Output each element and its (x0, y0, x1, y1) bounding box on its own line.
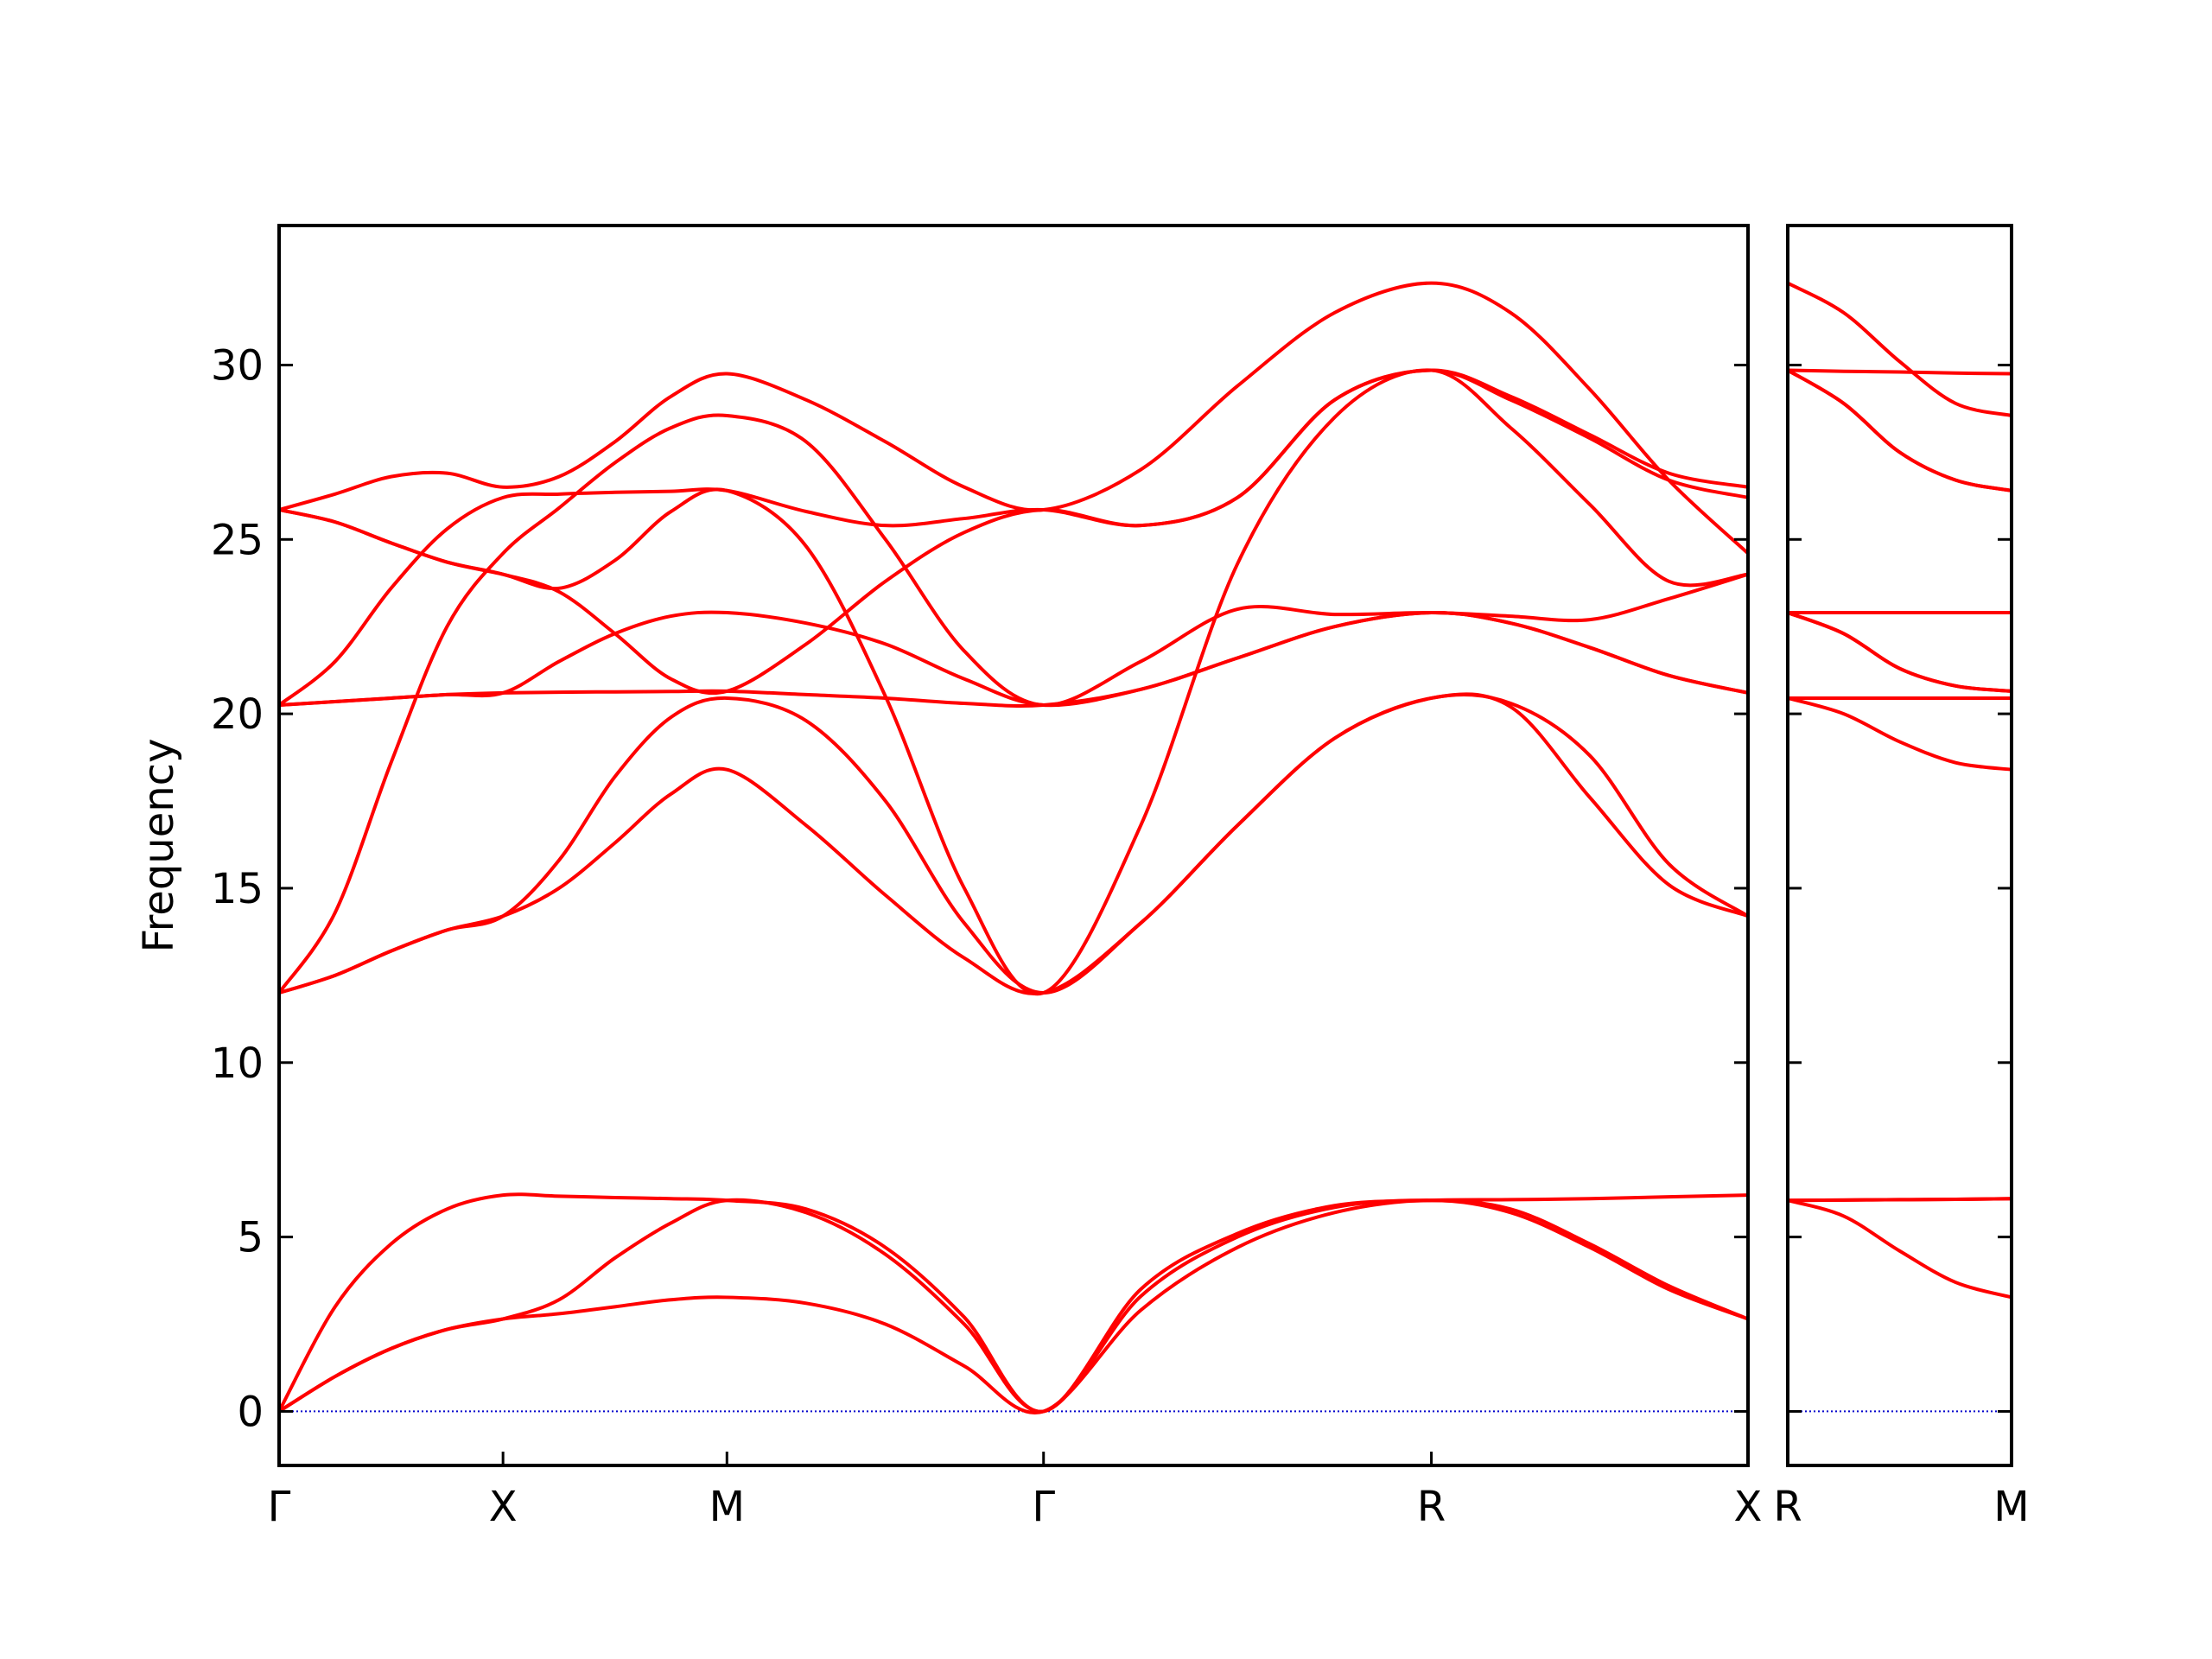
y-tick-label: 0 (237, 1388, 264, 1436)
x-tick-label: R (1773, 1483, 1802, 1531)
band-line (1788, 696, 2012, 772)
band-line (1788, 1197, 2012, 1203)
x-tick-label: X (1734, 1483, 1763, 1531)
axes-frame (1786, 224, 2013, 1467)
band-line (1788, 368, 2012, 376)
x-tick-label: M (1993, 1483, 2029, 1531)
y-axis-label: Frequency (135, 739, 183, 953)
band-line (1788, 1198, 2012, 1300)
band-line (279, 692, 1748, 995)
band-line (279, 1192, 1748, 1414)
x-tick-label: R (1417, 1483, 1446, 1531)
y-tick-label: 10 (211, 1039, 264, 1088)
x-tick-label: Γ (1032, 1483, 1055, 1531)
x-tick-label: X (489, 1483, 518, 1531)
band-line (1788, 281, 2012, 417)
y-tick-label: 15 (211, 865, 264, 913)
y-tick-label: 5 (237, 1214, 264, 1262)
band-line (279, 368, 1748, 996)
y-tick-label: 30 (211, 341, 264, 390)
band-line (279, 1198, 1748, 1414)
y-tick-label: 20 (211, 690, 264, 739)
y-tick-label: 25 (211, 516, 264, 564)
band-line (1788, 368, 2012, 493)
x-tick-label: M (709, 1483, 745, 1531)
x-tick-label: Γ (268, 1483, 291, 1531)
axes-frame (277, 224, 1750, 1467)
band-line (279, 368, 1748, 707)
band-line (1788, 611, 2012, 693)
band-line (279, 610, 1748, 708)
band-line (279, 281, 1748, 555)
